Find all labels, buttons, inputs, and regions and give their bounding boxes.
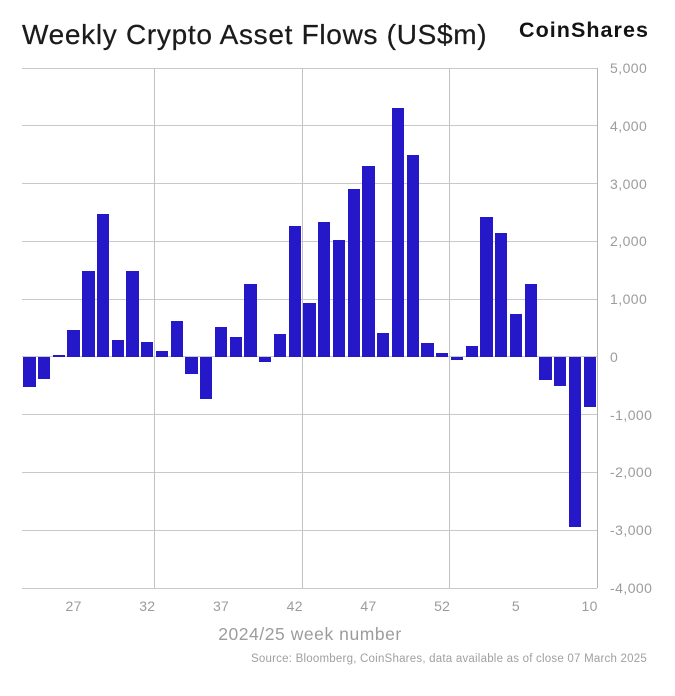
bar-week-47 [362,166,375,357]
y-tick-label: 4,000 [610,117,648,134]
bar-week-36 [200,356,213,400]
bar-week-51 [421,343,434,357]
bar-week-3 [480,217,493,357]
bar-week-50 [406,155,419,357]
y-axis-line [596,68,598,588]
chart-title: Weekly Crypto Asset Flows (US$m) [22,19,488,50]
y-tick-label: -3,000 [610,522,653,539]
bar-week-1 [450,356,464,360]
gridline-x [301,68,303,588]
gridline-y-1,000 [22,298,597,300]
bar-week-24 [23,356,36,387]
gridline-y-4,000 [22,125,597,127]
bar-week-30 [111,339,124,357]
y-tick-label: 0 [610,348,619,365]
bar-week-29 [96,213,110,357]
bar-week-27 [67,329,80,357]
bar-week-48 [377,332,390,357]
y-tick-label: -1,000 [610,406,653,423]
gridline-y-3,000 [22,183,597,185]
gridline-y--3,000 [22,529,597,531]
bar-week-41 [273,333,287,357]
bar-week-46 [347,189,360,357]
gridline-x [154,68,156,588]
bar-week-42 [288,226,301,357]
y-tick-label: -2,000 [610,464,653,481]
bar-week-5 [509,314,523,357]
x-tick-label-47: 47 [360,598,377,614]
bar-week-26 [52,355,66,357]
x-tick-label-10: 10 [581,598,598,614]
bar-week-52 [436,352,449,357]
bar-week-49 [391,108,405,357]
bar-week-25 [37,356,51,380]
y-tick-label: -4,000 [610,580,653,596]
x-tick-label-42: 42 [286,598,303,614]
gridline-y-0 [22,356,597,358]
gridline-y-2,000 [22,240,597,242]
bar-week-45 [332,239,346,357]
x-tick-label-27: 27 [65,598,82,614]
gridline-y--2,000 [22,471,597,473]
bar-week-9 [568,356,582,528]
gridline-y-5,000 [22,67,597,69]
bar-week-6 [524,284,537,357]
bar-week-44 [318,221,331,357]
bar-week-28 [82,271,95,357]
bar-week-8 [554,356,567,386]
x-tick-label-32: 32 [139,598,156,614]
bar-week-32 [141,342,154,357]
x-tick-label-52: 52 [434,598,451,614]
bar-week-35 [185,356,198,374]
gridline-y--4,000 [22,587,597,589]
source-note: Source: Bloomberg, CoinShares, data avai… [251,653,647,665]
bar-week-37 [214,327,228,357]
bar-week-39 [244,284,257,357]
bar-week-7 [539,356,552,380]
y-tick-label: 3,000 [610,175,648,192]
y-tick-label: 1,000 [610,291,648,308]
x-tick-label-37: 37 [212,598,230,614]
gridline-x [449,68,451,588]
gridline-y--1,000 [22,414,597,416]
x-axis-title: 2024/25 week number [218,624,402,644]
bar-week-40 [259,356,272,363]
coinshares-logo: CoinShares [519,18,649,42]
bar-week-10 [583,356,596,407]
bar-week-33 [155,350,169,357]
bar-week-4 [495,233,508,357]
x-tick-label-5: 5 [511,598,520,614]
bar-week-31 [126,271,139,357]
y-tick-label: 2,000 [610,233,648,250]
y-tick-label: 5,000 [610,60,648,76]
bar-week-34 [170,321,183,357]
bar-week-43 [303,303,316,357]
bar-week-2 [465,345,478,357]
bar-week-38 [229,336,242,357]
